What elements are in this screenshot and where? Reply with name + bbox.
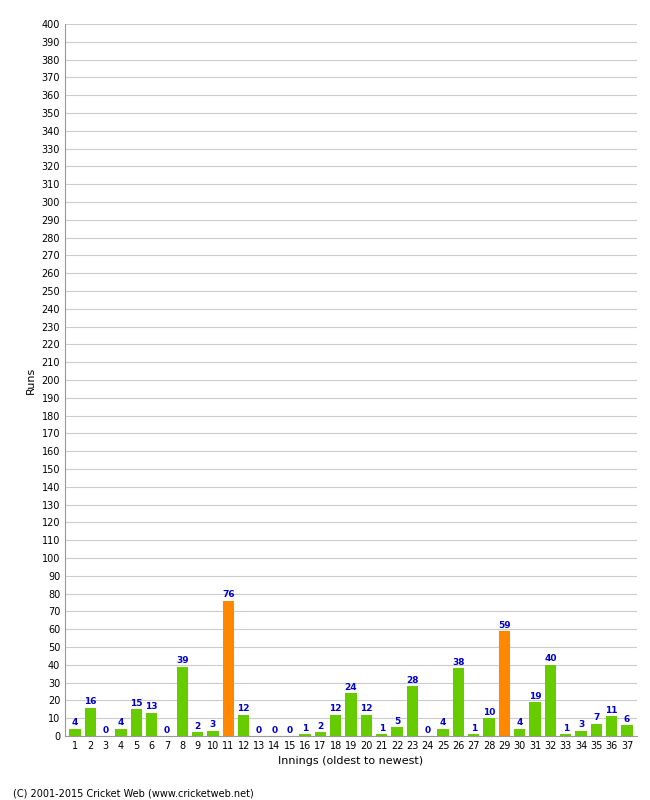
Text: 11: 11 bbox=[605, 706, 618, 715]
Text: 39: 39 bbox=[176, 656, 188, 665]
Text: 4: 4 bbox=[118, 718, 124, 727]
Bar bbox=[452, 668, 464, 736]
Bar bbox=[376, 734, 387, 736]
Bar bbox=[560, 734, 571, 736]
Bar bbox=[591, 723, 602, 736]
Bar bbox=[192, 733, 203, 736]
Bar bbox=[146, 713, 157, 736]
Bar bbox=[545, 665, 556, 736]
Y-axis label: Runs: Runs bbox=[26, 366, 36, 394]
Text: 3: 3 bbox=[578, 720, 584, 730]
Bar bbox=[483, 718, 495, 736]
Bar bbox=[529, 702, 541, 736]
Text: 12: 12 bbox=[237, 704, 250, 714]
Text: 7: 7 bbox=[593, 713, 599, 722]
Text: 76: 76 bbox=[222, 590, 235, 599]
Text: 16: 16 bbox=[84, 697, 97, 706]
Text: 10: 10 bbox=[483, 708, 495, 717]
Text: 38: 38 bbox=[452, 658, 465, 667]
Text: 2: 2 bbox=[194, 722, 201, 731]
Text: 15: 15 bbox=[130, 699, 142, 708]
Bar bbox=[207, 730, 219, 736]
Bar bbox=[84, 707, 96, 736]
X-axis label: Innings (oldest to newest): Innings (oldest to newest) bbox=[278, 757, 424, 766]
Bar bbox=[299, 734, 311, 736]
Bar bbox=[345, 694, 357, 736]
Text: 4: 4 bbox=[440, 718, 446, 727]
Text: 12: 12 bbox=[330, 704, 342, 714]
Bar bbox=[361, 714, 372, 736]
Bar bbox=[238, 714, 250, 736]
Bar bbox=[69, 729, 81, 736]
Text: 12: 12 bbox=[360, 704, 372, 714]
Bar bbox=[177, 666, 188, 736]
Text: 0: 0 bbox=[164, 726, 170, 734]
Bar bbox=[621, 726, 633, 736]
Text: 28: 28 bbox=[406, 676, 419, 685]
Text: (C) 2001-2015 Cricket Web (www.cricketweb.net): (C) 2001-2015 Cricket Web (www.cricketwe… bbox=[13, 788, 254, 798]
Text: 1: 1 bbox=[471, 724, 477, 733]
Bar bbox=[606, 717, 618, 736]
Text: 0: 0 bbox=[256, 726, 262, 734]
Bar bbox=[437, 729, 448, 736]
Text: 0: 0 bbox=[103, 726, 109, 734]
Bar bbox=[222, 601, 234, 736]
Text: 3: 3 bbox=[210, 720, 216, 730]
Text: 1: 1 bbox=[562, 724, 569, 733]
Bar bbox=[407, 686, 418, 736]
Text: 5: 5 bbox=[394, 717, 400, 726]
Text: 24: 24 bbox=[344, 683, 358, 692]
Text: 0: 0 bbox=[287, 726, 292, 734]
Text: 59: 59 bbox=[498, 621, 511, 630]
Text: 13: 13 bbox=[146, 702, 158, 711]
Bar bbox=[514, 729, 525, 736]
Text: 19: 19 bbox=[528, 692, 541, 701]
Bar bbox=[468, 734, 480, 736]
Bar bbox=[499, 631, 510, 736]
Bar bbox=[115, 729, 127, 736]
Text: 4: 4 bbox=[517, 718, 523, 727]
Text: 2: 2 bbox=[317, 722, 324, 731]
Text: 40: 40 bbox=[544, 654, 556, 663]
Bar bbox=[575, 730, 587, 736]
Text: 0: 0 bbox=[424, 726, 431, 734]
Bar bbox=[131, 710, 142, 736]
Text: 0: 0 bbox=[271, 726, 278, 734]
Bar bbox=[315, 733, 326, 736]
Text: 1: 1 bbox=[302, 724, 308, 733]
Bar bbox=[391, 727, 403, 736]
Text: 1: 1 bbox=[378, 724, 385, 733]
Text: 6: 6 bbox=[624, 715, 630, 724]
Bar bbox=[330, 714, 341, 736]
Text: 4: 4 bbox=[72, 718, 78, 727]
